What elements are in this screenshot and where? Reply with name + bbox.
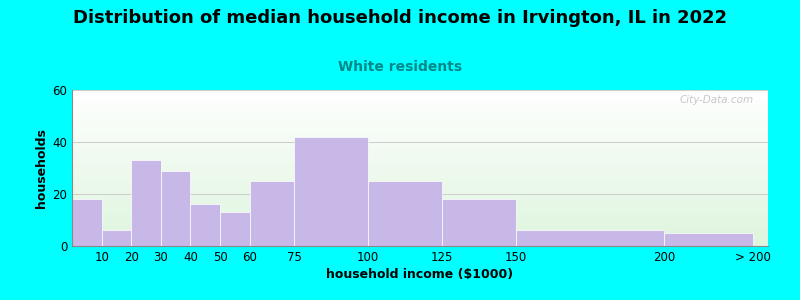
Bar bbox=[368, 181, 442, 246]
Bar bbox=[220, 212, 250, 246]
Text: White residents: White residents bbox=[338, 60, 462, 74]
Bar bbox=[102, 230, 131, 246]
Bar bbox=[161, 171, 190, 246]
Text: City-Data.com: City-Data.com bbox=[680, 95, 754, 105]
Bar bbox=[442, 199, 516, 246]
Bar bbox=[516, 230, 664, 246]
X-axis label: household income ($1000): household income ($1000) bbox=[326, 268, 514, 281]
Bar bbox=[664, 233, 753, 246]
Y-axis label: households: households bbox=[35, 128, 48, 208]
Bar bbox=[190, 204, 220, 246]
Bar bbox=[131, 160, 161, 246]
Bar bbox=[294, 137, 368, 246]
Bar bbox=[250, 181, 294, 246]
Text: Distribution of median household income in Irvington, IL in 2022: Distribution of median household income … bbox=[73, 9, 727, 27]
Bar bbox=[72, 199, 102, 246]
